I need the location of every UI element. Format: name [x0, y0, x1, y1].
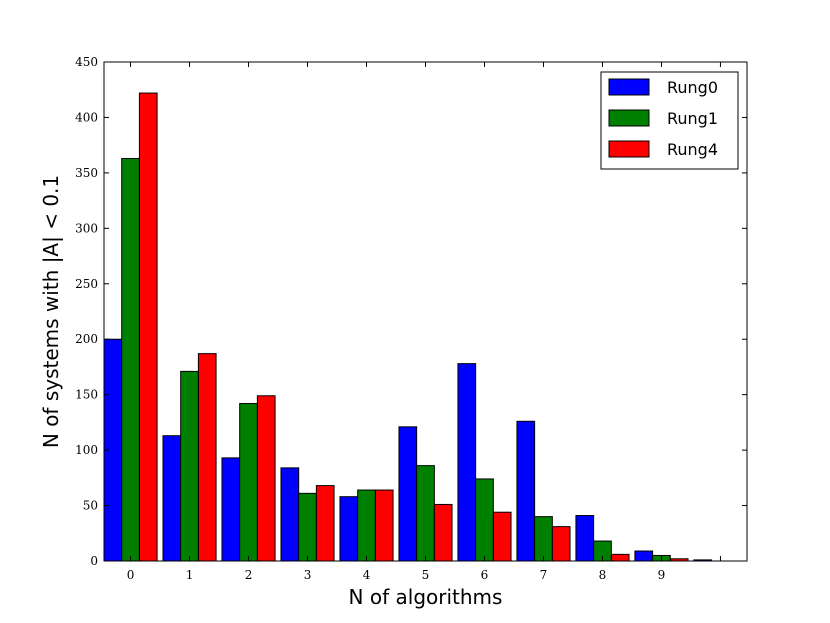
y-axis-title: N of systems with |A| < 0.1 — [39, 175, 63, 448]
x-tick-label: 2 — [245, 568, 253, 582]
bar-rung1-7 — [534, 516, 553, 562]
bar-rung4-7 — [551, 526, 571, 562]
y-tick-label: 100 — [75, 443, 98, 457]
bar-rung4-1 — [197, 353, 217, 562]
x-tick-label: 4 — [363, 568, 371, 582]
y-tick-label: 450 — [75, 55, 98, 69]
y-tick-label: 200 — [75, 332, 98, 346]
bar-rung4-8 — [610, 553, 630, 562]
legend-label-rung0: Rung0 — [667, 78, 718, 97]
x-tick-label: 3 — [304, 568, 312, 582]
x-tick-label: 8 — [599, 568, 607, 582]
bar-rung1-4 — [357, 489, 376, 562]
legend-swatch-rung0 — [608, 78, 650, 96]
bar-rung1-5 — [416, 465, 435, 562]
legend-label-rung4: Rung4 — [667, 140, 718, 159]
x-tick-label: 5 — [422, 568, 430, 582]
bar-rung4-3 — [315, 485, 335, 562]
y-tick-label: 300 — [75, 221, 98, 235]
bar-rung0-8 — [575, 515, 595, 562]
bar-rung0-1 — [162, 435, 182, 562]
bar-rung0-4 — [339, 496, 359, 562]
bar-rung0-3 — [280, 467, 300, 562]
bar-rung0-6 — [457, 363, 477, 562]
bar-rung4-0 — [138, 92, 158, 562]
y-tick-label: 150 — [75, 388, 98, 402]
x-tick-label: 7 — [540, 568, 548, 582]
legend-swatch-rung1 — [608, 109, 650, 127]
x-tick-label: 0 — [127, 568, 135, 582]
bar-rung0-5 — [398, 426, 418, 562]
legend-swatch-rung4 — [608, 140, 650, 158]
bar-rung4-5 — [433, 503, 453, 562]
bar-rung4-6 — [492, 511, 512, 562]
x-tick-label: 1 — [186, 568, 194, 582]
x-tick-label: 9 — [658, 568, 666, 582]
x-tick-label: 6 — [481, 568, 489, 582]
bar-rung4-4 — [374, 489, 394, 562]
y-tick-label: 50 — [83, 499, 98, 513]
y-tick-label: 250 — [75, 277, 98, 291]
bar-rung4-2 — [256, 395, 276, 562]
bars-layer — [103, 92, 713, 562]
legend: Rung0 Rung1 Rung4 — [600, 71, 739, 170]
y-tick-label: 0 — [90, 554, 98, 568]
bar-rung1-3 — [298, 492, 317, 562]
bar-rung1-2 — [239, 403, 258, 562]
y-tick-label: 400 — [75, 110, 98, 124]
bar-rung1-6 — [475, 478, 494, 562]
x-axis-title: N of algorithms — [349, 585, 503, 609]
y-axis: 0 50 100 150 200 250 300 350 400 450 — [75, 55, 747, 568]
bar-rung1-0 — [121, 157, 140, 562]
bar-rung0-7 — [516, 420, 536, 562]
x-axis: 0 1 2 3 4 5 6 7 8 9 — [127, 62, 721, 582]
legend-label-rung1: Rung1 — [667, 109, 718, 128]
bar-rung0-9 — [634, 550, 654, 562]
y-tick-label: 350 — [75, 166, 98, 180]
bar-rung1-1 — [180, 370, 199, 562]
bar-rung0-2 — [221, 457, 241, 562]
